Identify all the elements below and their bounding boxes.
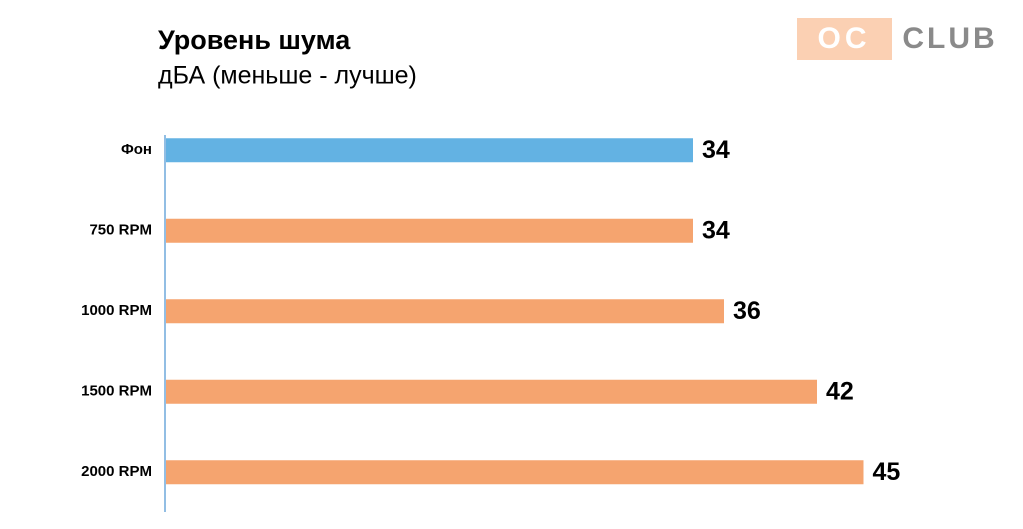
bar xyxy=(166,218,693,243)
value-label: 34 xyxy=(702,216,730,244)
value-label: 42 xyxy=(826,377,854,405)
chart-subtitle: дБА (меньше - лучше) xyxy=(158,62,417,90)
bar xyxy=(166,379,817,404)
category-label: Фон xyxy=(121,141,152,158)
bar xyxy=(166,299,724,324)
value-label: 36 xyxy=(733,297,761,325)
chart-title: Уровень шума xyxy=(158,25,351,55)
logo-box xyxy=(797,18,892,60)
bar xyxy=(166,460,864,485)
category-label: 1000 RPM xyxy=(81,302,152,319)
category-label: 750 RPM xyxy=(89,222,152,239)
logo-left: OC xyxy=(818,22,871,55)
value-label: 45 xyxy=(873,458,901,486)
logo-right: CLUB xyxy=(902,22,997,55)
category-label: 1500 RPM xyxy=(81,383,152,400)
value-label: 34 xyxy=(702,136,730,164)
category-label: 2000 RPM xyxy=(81,463,152,480)
bar xyxy=(166,138,693,163)
